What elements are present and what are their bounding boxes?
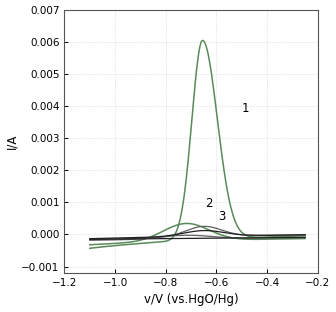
Text: 3: 3 <box>218 210 225 223</box>
Text: 1: 1 <box>242 102 249 115</box>
X-axis label: v/V (vs.HgO/Hg): v/V (vs.HgO/Hg) <box>144 294 239 306</box>
Text: 2: 2 <box>205 197 213 210</box>
Y-axis label: I/A: I/A <box>6 134 18 149</box>
